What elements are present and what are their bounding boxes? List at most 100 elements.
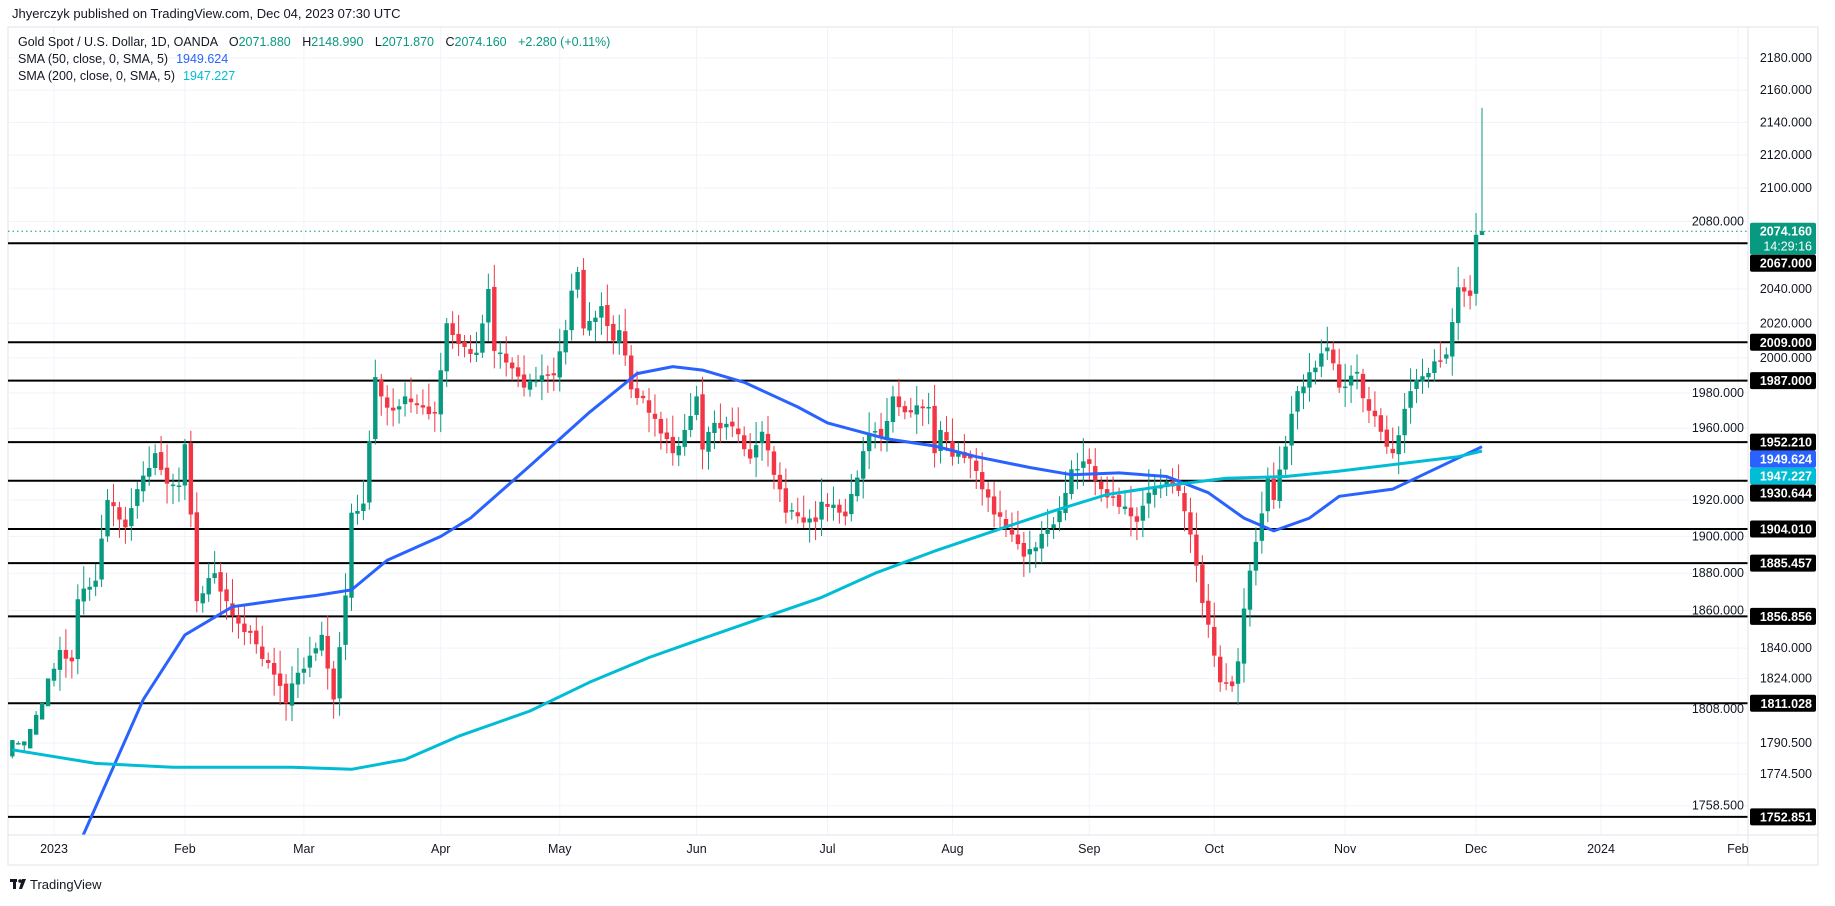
candle-body xyxy=(164,467,170,484)
candle-body xyxy=(396,406,402,410)
candle-down xyxy=(742,426,747,457)
candle-body xyxy=(771,451,777,475)
candle-down xyxy=(236,605,241,639)
price-tick-label: 1758.500 xyxy=(1692,799,1744,813)
candle-body xyxy=(611,323,616,341)
candle-down xyxy=(825,493,830,522)
candle-down xyxy=(1223,663,1229,691)
legend-sma50[interactable]: SMA (50, close, 0, SMA, 5) 1949.624 xyxy=(18,52,228,66)
price-tick-label: 1960.000 xyxy=(1692,421,1744,435)
legend-ohlc-row[interactable]: Gold Spot / U.S. Dollar, 1D, OANDA O2071… xyxy=(18,35,610,49)
candle-up xyxy=(1289,396,1294,466)
candle-body xyxy=(742,435,747,450)
candle-body xyxy=(1182,493,1187,512)
candle-down xyxy=(997,490,1003,528)
candle-up xyxy=(361,480,366,521)
candle-body xyxy=(28,728,33,749)
candle-up xyxy=(212,551,217,584)
candle-body xyxy=(1348,375,1354,386)
candle-up xyxy=(533,366,539,388)
level-price-badge: 2009.000 xyxy=(1750,333,1816,351)
candle-body xyxy=(533,380,539,383)
candle-body xyxy=(599,306,604,318)
bar-countdown: 14:29:16 xyxy=(1763,240,1812,254)
candle-up xyxy=(1414,368,1419,404)
candle-down xyxy=(450,311,455,349)
candle-body xyxy=(1396,435,1401,455)
candle-down xyxy=(117,501,122,538)
candle-body xyxy=(980,472,985,490)
sma200-value: 1947.227 xyxy=(183,69,235,83)
horizontal-levels[interactable] xyxy=(8,230,1748,818)
candle-body xyxy=(1456,287,1461,324)
candle-up xyxy=(759,421,765,461)
candle-up xyxy=(1039,521,1044,564)
candle-body xyxy=(462,341,467,347)
high-value: 2148.990 xyxy=(311,35,363,49)
candle-body xyxy=(81,588,86,602)
candle-up xyxy=(301,657,307,685)
candle-body xyxy=(277,673,283,686)
legend-sma200[interactable]: SMA (200, close, 0, SMA, 5) 1947.227 xyxy=(18,69,235,83)
candle-up xyxy=(1051,517,1056,539)
candle-down xyxy=(1182,485,1187,532)
candle-up xyxy=(1122,491,1128,515)
price-tick-label: 2100.000 xyxy=(1760,181,1812,195)
candle-body xyxy=(1420,376,1425,382)
candle-body xyxy=(908,410,913,413)
candle-up xyxy=(682,414,687,456)
candle-body xyxy=(33,714,39,735)
candle-up xyxy=(486,273,491,342)
candle-body xyxy=(884,420,890,440)
candle-body xyxy=(367,441,372,503)
candle-body xyxy=(640,395,646,399)
candle-up xyxy=(1408,368,1413,424)
candle-body xyxy=(402,396,408,405)
candle-body xyxy=(39,702,45,720)
candle-down xyxy=(242,604,247,646)
candle-body xyxy=(206,578,211,595)
tradingview-logo[interactable]: TradingView xyxy=(10,877,102,892)
candle-down xyxy=(664,418,670,454)
candle-body xyxy=(1229,681,1235,687)
price-tick-label: 1774.500 xyxy=(1760,767,1812,781)
candle-body xyxy=(920,406,925,409)
candle-body xyxy=(926,406,931,409)
candle-body xyxy=(1099,481,1104,490)
candle-down xyxy=(188,430,194,528)
candle-down xyxy=(843,498,848,526)
candle-body xyxy=(1277,469,1282,502)
candle-body xyxy=(1015,534,1021,545)
candle-body xyxy=(289,683,295,706)
candle-down xyxy=(813,501,818,541)
candle-down xyxy=(658,411,664,450)
candle-down xyxy=(254,617,259,654)
candle-up xyxy=(396,399,402,424)
price-axis[interactable]: 2180.000 2160.000 2140.000 2120.000 2100.000… xyxy=(1692,51,1812,813)
candle-body xyxy=(813,517,818,522)
candle-down xyxy=(1331,340,1336,371)
time-axis[interactable]: 2023 Feb Mar Apr May Jun Jul Aug Sep Oct Nov Dec 202… xyxy=(40,842,1749,856)
candle-down xyxy=(1467,275,1473,310)
candle-body xyxy=(16,743,21,745)
candle-down xyxy=(1194,512,1199,583)
candle-up xyxy=(135,481,140,519)
candle-body xyxy=(1366,399,1372,411)
candle-body xyxy=(890,396,896,422)
candle-body xyxy=(331,668,336,700)
candle-down xyxy=(640,390,646,404)
candle-body xyxy=(676,445,681,456)
candle-up xyxy=(587,302,592,336)
candle-down xyxy=(980,452,985,506)
candle-down xyxy=(1003,509,1009,538)
candle-up xyxy=(563,319,568,365)
candle-body xyxy=(1069,469,1074,494)
candle-down xyxy=(1206,583,1211,638)
candle-body xyxy=(492,286,497,351)
price-tick-label: 2140.000 xyxy=(1760,115,1812,129)
level-price-badge: 1987.000 xyxy=(1750,372,1816,390)
time-tick-label: May xyxy=(548,842,572,856)
candle-body xyxy=(1009,528,1015,535)
